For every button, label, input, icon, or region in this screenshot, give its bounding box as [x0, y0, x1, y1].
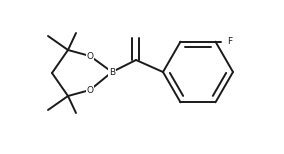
- Text: O: O: [87, 51, 93, 61]
- Text: O: O: [87, 85, 93, 95]
- Text: B: B: [109, 67, 115, 77]
- Text: F: F: [227, 37, 233, 46]
